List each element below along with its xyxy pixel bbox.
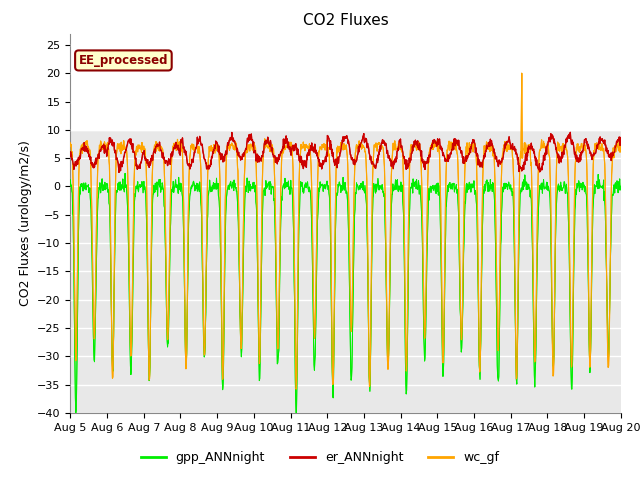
- gpp_ANNnight: [252, 184, 259, 190]
- er_ANNnight: [189, 159, 197, 165]
- er_ANNnight: [617, 136, 625, 142]
- Title: CO2 Fluxes: CO2 Fluxes: [303, 13, 388, 28]
- wc_gf: [250, 142, 258, 148]
- gpp_ANNnight: [504, 186, 511, 192]
- wc_gf: [67, 140, 74, 146]
- wc_gf: [175, 139, 183, 144]
- gpp_ANNnight: [177, 180, 184, 186]
- wc_gf: [292, 386, 300, 392]
- wc_gf: [431, 140, 439, 145]
- gpp_ANNnight: [617, 183, 625, 189]
- er_ANNnight: [566, 130, 574, 135]
- Line: er_ANNnight: er_ANNnight: [70, 132, 621, 172]
- er_ANNnight: [431, 139, 439, 144]
- gpp_ANNnight: [72, 410, 79, 416]
- wc_gf: [617, 141, 625, 147]
- gpp_ANNnight: [552, 207, 560, 213]
- er_ANNnight: [504, 139, 511, 144]
- gpp_ANNnight: [189, 179, 197, 184]
- er_ANNnight: [176, 148, 184, 154]
- Bar: [70, 34, 621, 130]
- wc_gf: [189, 145, 196, 151]
- Text: EE_processed: EE_processed: [79, 54, 168, 67]
- er_ANNnight: [251, 149, 259, 155]
- Line: wc_gf: wc_gf: [70, 73, 621, 389]
- wc_gf: [518, 71, 525, 76]
- Y-axis label: CO2 Fluxes (urology/m2/s): CO2 Fluxes (urology/m2/s): [19, 140, 31, 306]
- er_ANNnight: [552, 146, 559, 152]
- Line: gpp_ANNnight: gpp_ANNnight: [70, 173, 621, 413]
- gpp_ANNnight: [121, 170, 129, 176]
- gpp_ANNnight: [432, 182, 440, 188]
- er_ANNnight: [67, 154, 74, 159]
- wc_gf: [504, 148, 511, 154]
- wc_gf: [552, 178, 560, 184]
- er_ANNnight: [115, 169, 123, 175]
- Legend: gpp_ANNnight, er_ANNnight, wc_gf: gpp_ANNnight, er_ANNnight, wc_gf: [136, 446, 504, 469]
- gpp_ANNnight: [67, 177, 74, 183]
